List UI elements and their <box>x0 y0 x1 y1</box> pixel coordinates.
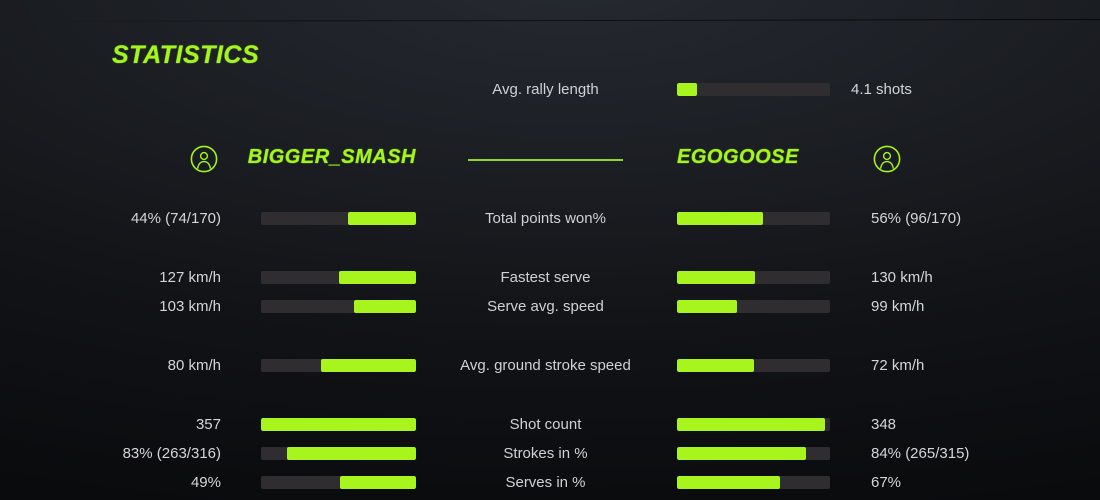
right-player-bar-fill <box>677 211 763 225</box>
stat-row: 103 km/h Serve avg. speed 99 km/h <box>0 292 1100 320</box>
right-player-bar-fill <box>677 417 826 431</box>
right-player-bar-fill <box>677 475 780 489</box>
top-divider-line <box>0 19 1100 22</box>
left-player-value: 83% (263/316) <box>122 444 221 462</box>
right-player-bar <box>677 446 830 460</box>
left-player-bar <box>261 475 416 489</box>
left-player-value: 44% (74/170) <box>130 209 221 227</box>
left-player-bar-fill <box>338 270 416 284</box>
player-right-name: EGOGOOSE <box>677 146 799 168</box>
right-player-value: 56% (96/170) <box>871 209 962 227</box>
stat-label: Total points won% <box>485 209 606 227</box>
rally-length-bar <box>677 83 830 96</box>
stat-row: 83% (263/316) Strokes in % 84% (265/315) <box>0 439 1100 467</box>
player-right-person-icon <box>873 145 901 173</box>
stat-label: Serve avg. speed <box>487 297 604 315</box>
right-player-bar <box>677 299 830 313</box>
player-left-name: BIGGER_SMASH <box>247 146 416 168</box>
page-title: STATISTICS <box>112 41 260 69</box>
player-left-person-icon <box>190 145 218 173</box>
center-divider-line <box>468 159 623 161</box>
right-player-value: 348 <box>871 415 897 433</box>
right-player-value: 67% <box>871 473 902 491</box>
left-player-bar-fill <box>287 446 416 460</box>
rally-length-bar-fill <box>677 83 697 96</box>
left-player-bar-fill <box>354 299 416 313</box>
stat-row: 80 km/h Avg. ground stroke speed 72 km/h <box>0 351 1100 379</box>
right-player-bar <box>677 270 830 284</box>
right-player-bar <box>677 211 830 225</box>
left-player-value: 357 <box>195 415 221 433</box>
rally-length-label: Avg. rally length <box>492 81 599 98</box>
right-player-value: 130 km/h <box>871 268 933 286</box>
left-player-bar <box>261 417 416 431</box>
left-player-bar <box>261 270 416 284</box>
right-player-bar <box>677 358 830 372</box>
left-player-value: 103 km/h <box>159 297 221 315</box>
stat-label: Avg. ground stroke speed <box>460 356 631 374</box>
right-player-value: 72 km/h <box>871 356 925 374</box>
left-player-bar-fill <box>261 417 416 431</box>
right-player-bar <box>677 417 830 431</box>
left-player-bar-fill <box>321 358 416 372</box>
left-player-bar <box>261 299 416 313</box>
left-player-bar-fill <box>347 211 416 225</box>
left-player-value: 80 km/h <box>167 356 221 374</box>
rally-length-value: 4.1 shots <box>851 81 912 98</box>
left-player-value: 127 km/h <box>159 268 221 286</box>
left-player-bar-fill <box>340 475 416 489</box>
left-player-bar <box>261 211 416 225</box>
right-player-value: 84% (265/315) <box>871 444 970 462</box>
stat-row: 49% Serves in % 67% <box>0 468 1100 496</box>
stat-label: Fastest serve <box>500 268 591 286</box>
stat-row: 127 km/h Fastest serve 130 km/h <box>0 263 1100 291</box>
stat-label: Strokes in % <box>503 444 588 462</box>
right-player-bar-fill <box>677 446 806 460</box>
left-player-bar <box>261 358 416 372</box>
left-player-value: 49% <box>190 473 221 491</box>
stat-row: 357 Shot count 348 <box>0 410 1100 438</box>
stat-row: 44% (74/170) Total points won% 56% (96/1… <box>0 204 1100 232</box>
stat-label: Serves in % <box>505 473 586 491</box>
right-player-bar <box>677 475 830 489</box>
right-player-bar-fill <box>677 299 737 313</box>
stat-label: Shot count <box>509 415 582 433</box>
right-player-value: 99 km/h <box>871 297 925 315</box>
right-player-bar-fill <box>677 358 754 372</box>
right-player-bar-fill <box>677 270 756 284</box>
left-player-bar <box>261 446 416 460</box>
